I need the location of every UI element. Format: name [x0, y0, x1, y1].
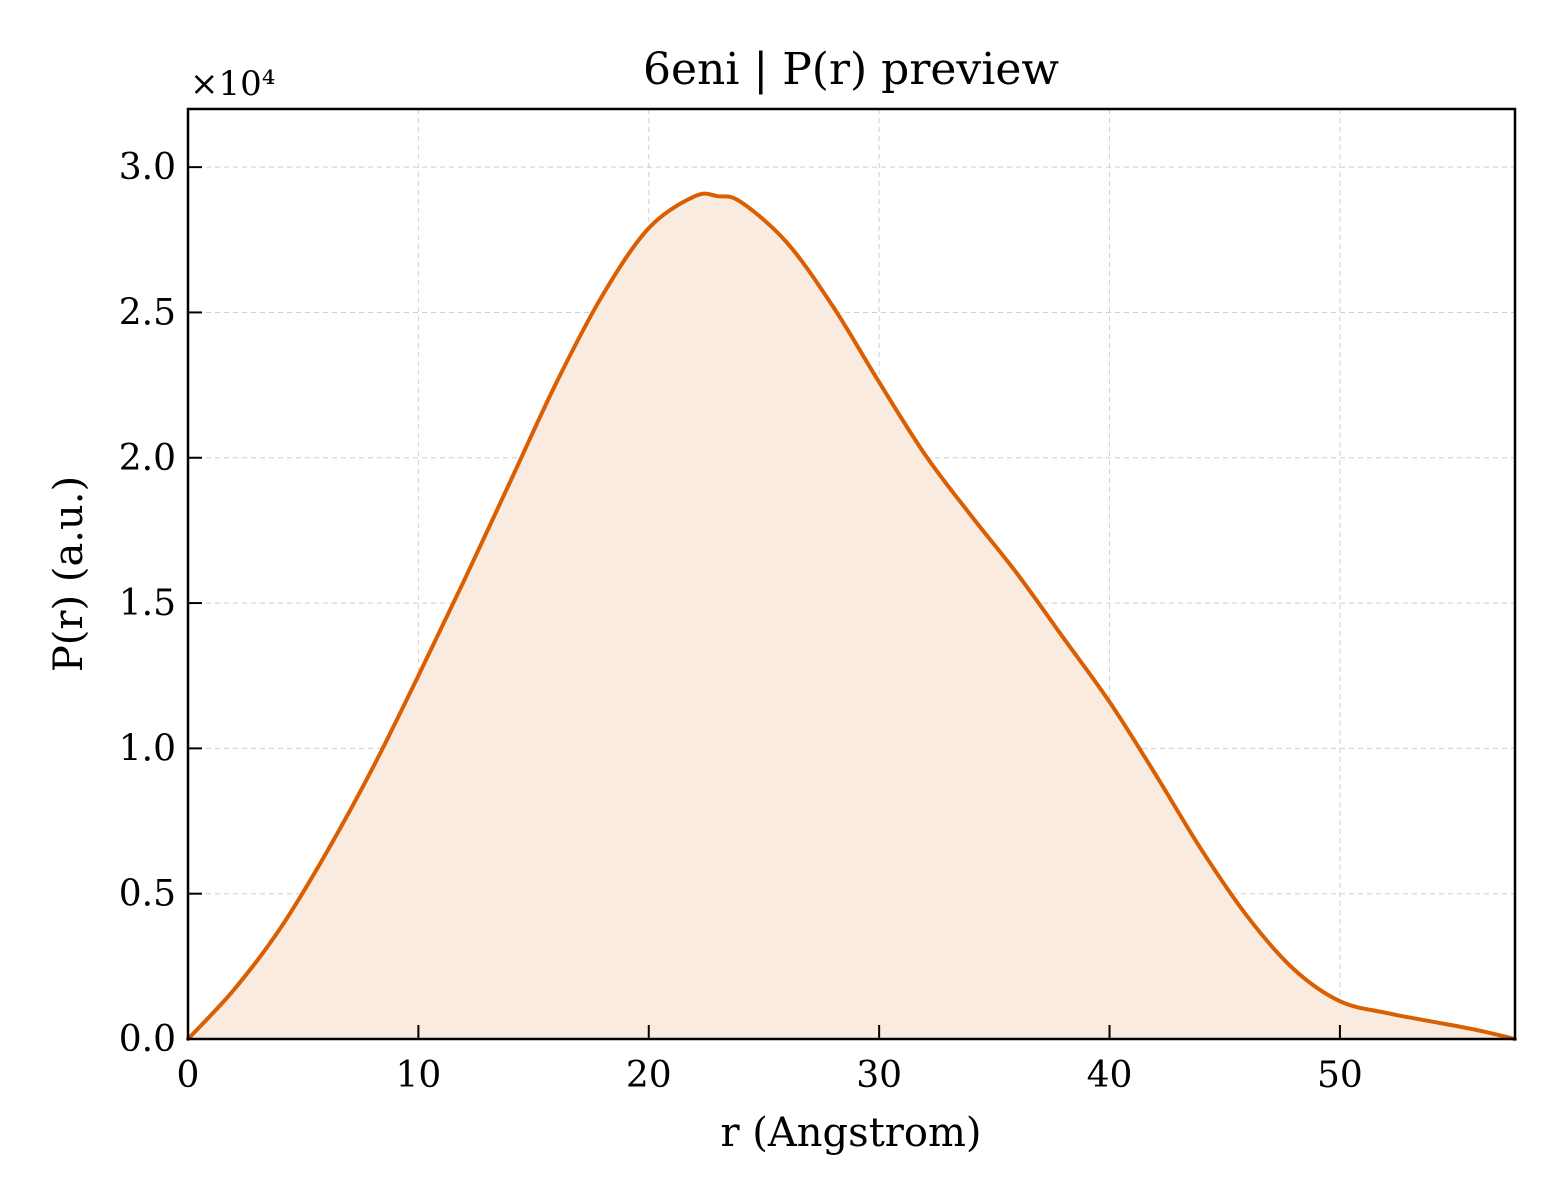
data-point-26 [1338, 999, 1342, 1003]
data-point-18 [969, 514, 973, 518]
data-point-21 [1108, 700, 1112, 704]
data-point-17 [923, 453, 927, 457]
x-tick-label-0: 0 [177, 1055, 200, 1096]
x-tick-label-3: 30 [856, 1055, 902, 1096]
y-axis-scale-label: ×10⁴ [190, 64, 275, 104]
data-point-15 [831, 305, 835, 309]
data-point-1 [232, 988, 236, 992]
data-point-10 [647, 226, 651, 230]
x-tick-label-1: 10 [395, 1055, 441, 1096]
series-area-fill [188, 193, 1515, 1039]
data-point-11 [693, 194, 697, 198]
data-point-14 [785, 241, 789, 245]
data-point-5 [416, 674, 420, 678]
x-tick-label-5: 50 [1317, 1055, 1363, 1096]
data-point-6 [462, 578, 466, 582]
data-point-29 [1476, 1028, 1480, 1032]
x-tick-label-2: 20 [626, 1055, 672, 1096]
data-point-25 [1292, 967, 1296, 971]
plot-frame [186, 107, 1517, 1041]
y-tick-label-3: 1.5 [119, 583, 176, 624]
data-point-4 [370, 767, 374, 771]
y-tick-label-6: 3.0 [119, 147, 176, 188]
data-point-24 [1246, 915, 1250, 919]
data-point-12 [716, 194, 720, 198]
data-point-22 [1154, 773, 1158, 777]
data-point-3 [324, 851, 328, 855]
y-tick-label-5: 2.5 [119, 292, 176, 333]
data-point-23 [1200, 848, 1204, 852]
series-line [186, 191, 1517, 1041]
y-axis-label: P(r) (a.u.) [46, 476, 92, 672]
data-point-7 [509, 479, 513, 483]
y-axis-ticks: 0.0 0.5 1.0 1.5 2.0 2.5 3.0 [119, 147, 202, 1060]
data-point-9 [601, 293, 605, 297]
data-point-16 [877, 380, 881, 384]
x-axis-label: r (Angstrom) [720, 1110, 981, 1156]
y-tick-label-2: 1.0 [119, 728, 176, 769]
data-point-19 [1015, 572, 1019, 576]
x-axis-ticks: 0 10 20 30 40 50 [177, 1025, 1363, 1096]
chart-title: 6eni | P(r) preview [643, 44, 1059, 95]
data-point-28 [1430, 1020, 1434, 1024]
data-point-2 [278, 927, 282, 931]
y-tick-label-0: 0.0 [119, 1019, 176, 1060]
data-point-20 [1061, 636, 1065, 640]
x-tick-label-4: 40 [1087, 1055, 1133, 1096]
y-tick-label-4: 2.0 [119, 438, 176, 479]
data-point-27 [1384, 1011, 1388, 1015]
data-point-13 [739, 200, 743, 204]
y-tick-label-1: 0.5 [119, 874, 176, 915]
data-point-8 [555, 380, 559, 384]
